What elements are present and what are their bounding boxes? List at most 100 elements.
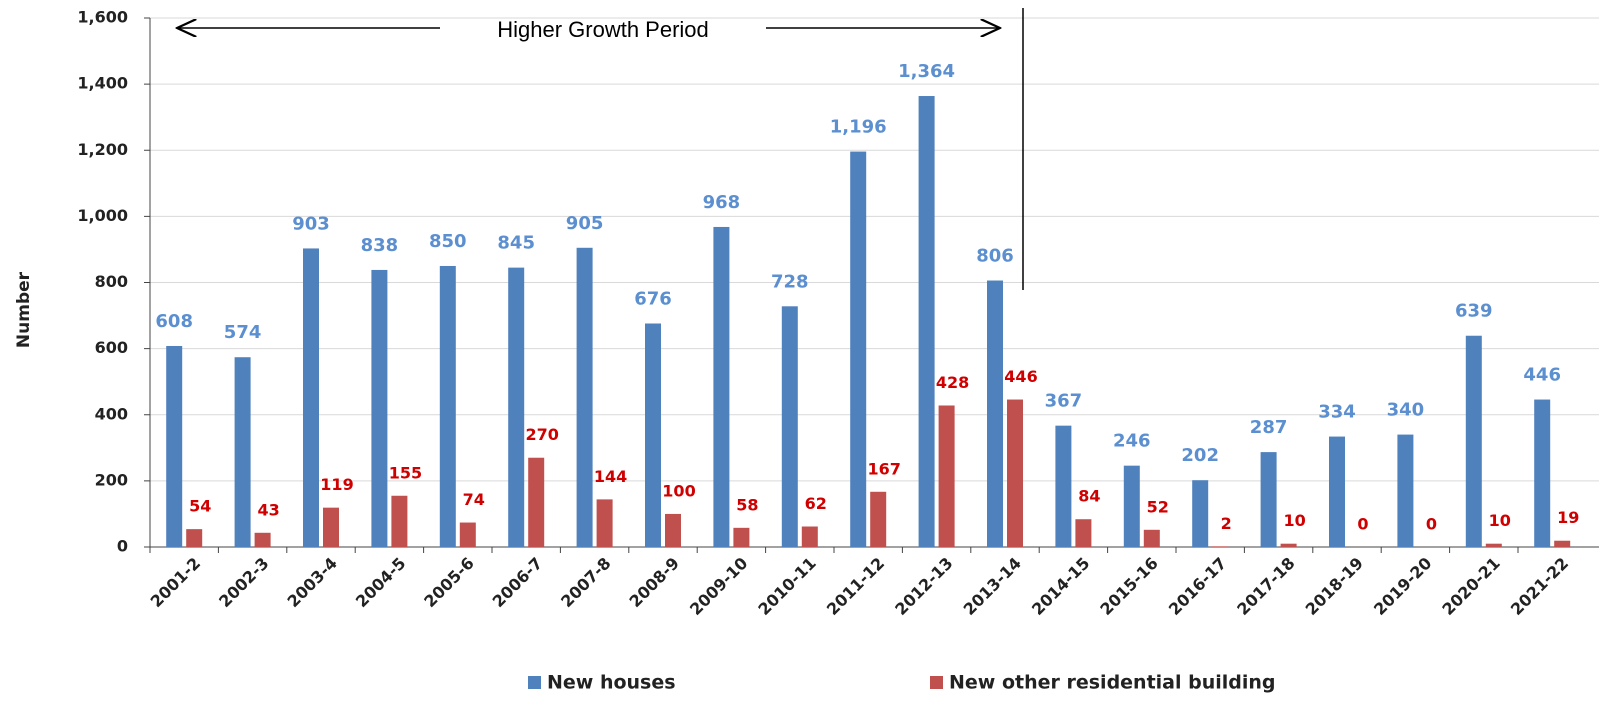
data-label: 1,196: [830, 117, 887, 138]
y-axis-label: Number: [14, 271, 34, 348]
data-label: 100: [662, 481, 695, 500]
x-tick-label: 2002-3: [215, 554, 272, 611]
legend-swatch: [528, 676, 541, 689]
data-label: 2: [1221, 514, 1232, 533]
data-label: 905: [566, 213, 604, 234]
x-tick-label: 2004-5: [352, 554, 409, 611]
x-tick-label: 2013-14: [960, 554, 1025, 619]
bar: [1055, 425, 1072, 547]
bar: [234, 357, 251, 547]
x-tick-label: 2017-18: [1233, 554, 1298, 619]
bar: [801, 526, 818, 547]
x-tick-label: 2009-10: [686, 554, 751, 619]
bar: [918, 96, 935, 547]
bar: [1075, 519, 1092, 547]
data-label: 19: [1557, 508, 1579, 527]
data-label: 0: [1426, 515, 1437, 534]
y-tick-label: 1,200: [77, 140, 128, 159]
bar: [1329, 436, 1345, 547]
data-label: 806: [976, 246, 1014, 267]
bar: [596, 499, 613, 547]
bar: [371, 269, 388, 547]
y-tick-label: 0: [117, 537, 128, 556]
data-label: 446: [1523, 365, 1561, 386]
x-tick-label: 2010-11: [754, 554, 819, 619]
data-label: 84: [1078, 487, 1100, 506]
x-tick-label: 2014-15: [1028, 554, 1093, 619]
data-label: 246: [1113, 431, 1151, 452]
annotation: Higher Growth Period: [497, 17, 709, 42]
x-tick-label: 2006-7: [489, 554, 546, 611]
bar: [391, 495, 408, 547]
bar: [850, 151, 867, 547]
y-tick-label: 1,000: [77, 206, 128, 225]
bar: [323, 507, 339, 547]
bar: [781, 306, 798, 547]
data-label: 428: [936, 373, 969, 392]
bar: [303, 248, 319, 547]
data-label: 446: [1004, 367, 1037, 386]
data-label: 340: [1387, 400, 1425, 421]
data-label: 144: [594, 467, 627, 486]
y-tick-label: 1,600: [77, 8, 128, 27]
bar: [254, 532, 271, 547]
data-label: 728: [771, 271, 809, 292]
x-tick-label: 2021-22: [1507, 554, 1572, 619]
x-tick-label: 2016-17: [1165, 554, 1230, 619]
bar: [166, 345, 183, 547]
plot: 02004006008001,0001,2001,4001,6002001-26…: [77, 8, 1599, 694]
data-label: 0: [1357, 515, 1368, 534]
bar: [870, 491, 887, 547]
bar: [713, 226, 730, 547]
bar: [186, 529, 203, 547]
bar: [1212, 546, 1229, 547]
data-label: 52: [1147, 497, 1169, 516]
bar: [439, 265, 456, 547]
data-label: 968: [703, 192, 741, 213]
y-tick-label: 200: [95, 470, 128, 489]
bar: [1485, 543, 1502, 547]
bar: [1465, 335, 1482, 547]
data-label: 202: [1181, 445, 1219, 466]
x-tick-label: 2003-4: [284, 554, 341, 611]
data-label: 167: [867, 459, 900, 478]
bar: [459, 522, 476, 547]
bar: [1123, 465, 1140, 547]
bar: [528, 457, 545, 547]
bar: [733, 527, 750, 547]
y-tick-label: 400: [95, 404, 128, 423]
y-tick-label: 800: [95, 272, 128, 291]
bar: [1143, 529, 1160, 547]
legend-swatch: [930, 676, 943, 689]
data-label: 58: [736, 495, 758, 514]
data-label: 1,364: [898, 61, 955, 82]
legend-label: New houses: [547, 672, 676, 694]
data-label: 287: [1250, 417, 1288, 438]
data-label: 10: [1283, 511, 1305, 530]
x-tick-label: 2020-21: [1438, 554, 1503, 619]
data-label: 850: [429, 231, 467, 252]
bar: [1534, 399, 1551, 547]
data-label: 608: [155, 311, 193, 332]
bar: [1260, 452, 1277, 547]
y-tick-label: 1,400: [77, 74, 128, 93]
x-tick-label: 2007-8: [557, 554, 614, 611]
x-tick-label: 2012-13: [891, 554, 956, 619]
data-label: 10: [1489, 511, 1511, 530]
data-label: 119: [320, 475, 353, 494]
x-tick-label: 2008-9: [626, 554, 683, 611]
data-label: 334: [1318, 402, 1356, 423]
data-label: 62: [805, 494, 827, 513]
bar: [938, 405, 955, 547]
bar: [1192, 480, 1209, 547]
data-label: 155: [389, 463, 422, 482]
data-label: 903: [292, 213, 330, 234]
data-label: 270: [525, 425, 558, 444]
data-label: 639: [1455, 301, 1493, 322]
bar: [645, 323, 661, 547]
x-tick-label: 2018-19: [1302, 554, 1367, 619]
data-label: 74: [463, 490, 485, 509]
x-tick-label: 2011-12: [823, 554, 888, 619]
bar: [987, 280, 1003, 547]
bar: [1007, 399, 1023, 547]
